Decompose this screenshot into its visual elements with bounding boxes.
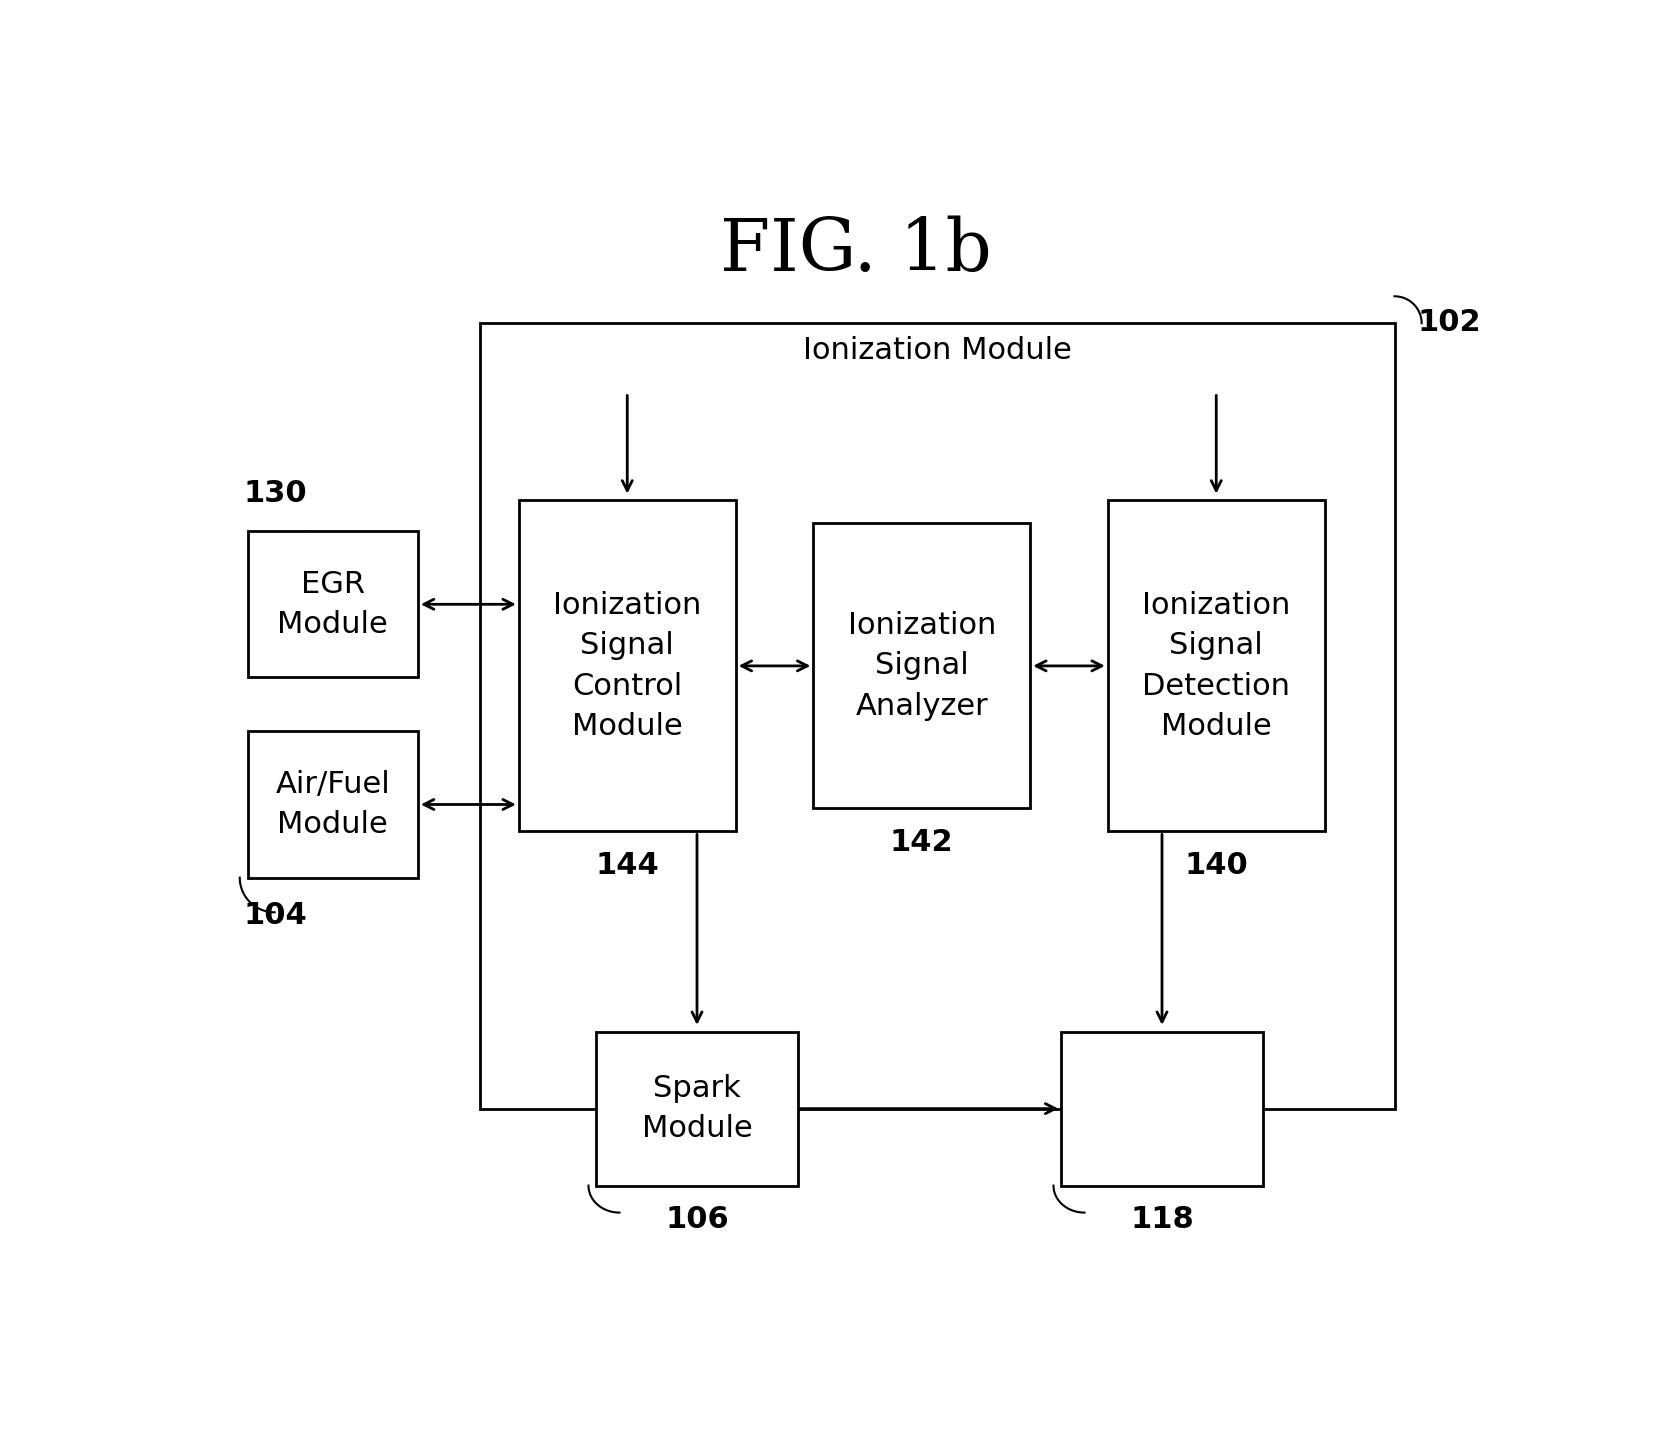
Text: Ionization
Signal
Analyzer: Ionization Signal Analyzer [848,610,995,721]
Text: Air/Fuel
Module: Air/Fuel Module [276,770,391,839]
Bar [247,731,418,877]
Text: 130: 130 [244,480,307,508]
Text: 118: 118 [1131,1205,1194,1234]
Text: 140: 140 [1184,850,1247,880]
Text: Ionization Module: Ionization Module [803,336,1072,365]
Text: 144: 144 [596,850,660,880]
Bar [1107,500,1324,831]
Text: 106: 106 [665,1205,728,1234]
Text: 104: 104 [244,900,307,929]
Text: Ionization
Signal
Detection
Module: Ionization Signal Detection Module [1142,590,1291,741]
Text: FIG. 1b: FIG. 1b [720,215,992,286]
Text: EGR
Module: EGR Module [277,570,387,639]
Bar [519,500,736,831]
Bar [1060,1031,1263,1186]
Text: 142: 142 [890,827,954,857]
Bar [813,524,1030,808]
Text: Ionization
Signal
Control
Module: Ionization Signal Control Module [553,590,701,741]
Bar [596,1031,798,1186]
Bar [247,531,418,678]
Text: Spark
Module: Spark Module [641,1074,753,1143]
Bar [479,323,1394,1109]
Text: 102: 102 [1418,307,1481,337]
